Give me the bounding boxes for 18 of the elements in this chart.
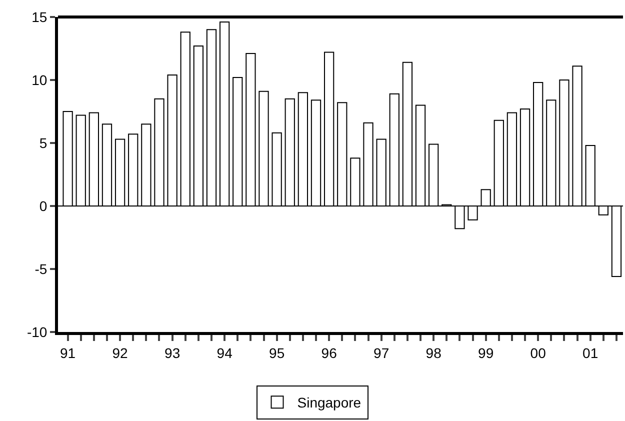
legend-label: Singapore [297, 394, 362, 411]
y-tick-label: -5 [34, 260, 48, 277]
x-tick-label: 94 [216, 344, 233, 361]
x-tick-label: 93 [164, 344, 180, 361]
y-tick-label: 0 [39, 198, 48, 214]
x-tick-label: 97 [374, 344, 390, 361]
x-tick-label: 95 [269, 344, 285, 361]
y-tick-label: 10 [32, 72, 48, 88]
x-tick-label: 91 [60, 344, 76, 361]
x-tick-label: 00 [530, 344, 546, 361]
y-tick-label: 5 [39, 134, 48, 151]
x-tick-label: 92 [112, 344, 128, 361]
x-tick-label: 96 [321, 344, 338, 361]
y-tick-label: -10 [26, 324, 48, 340]
x-tick-label: 99 [478, 344, 494, 361]
x-tick-label: 01 [582, 344, 598, 361]
x-tick-label: 98 [426, 344, 442, 361]
y-tick-label: 15 [32, 8, 48, 25]
